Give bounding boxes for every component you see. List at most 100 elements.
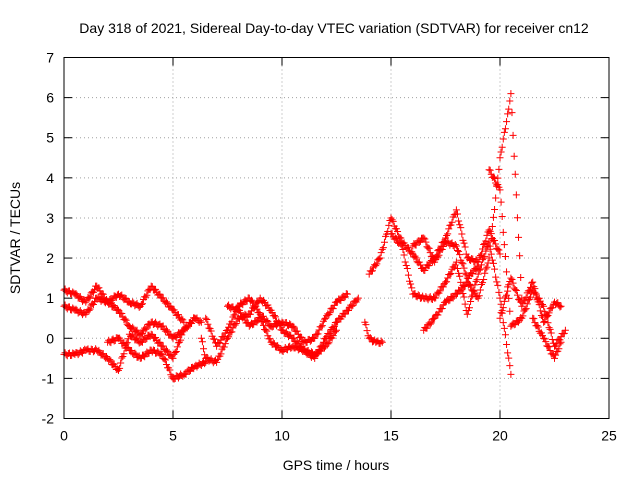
data-point <box>467 298 475 306</box>
y-tick-label: 3 <box>46 210 54 226</box>
data-point <box>503 268 511 276</box>
data-point <box>182 370 190 378</box>
data-point <box>270 312 278 320</box>
data-point <box>404 271 412 279</box>
data-point <box>411 252 419 260</box>
data-point <box>424 244 432 252</box>
data-point <box>400 251 408 259</box>
data-point <box>178 331 186 339</box>
data-point <box>483 263 491 271</box>
data-point <box>481 252 489 260</box>
data-point <box>85 306 93 314</box>
data-point <box>496 314 504 322</box>
data-point <box>451 241 459 249</box>
data-point <box>491 265 499 273</box>
axis-ticks <box>63 57 610 419</box>
data-point <box>231 321 239 329</box>
series-arc-f <box>202 290 351 350</box>
data-point <box>494 245 502 253</box>
data-point <box>401 258 409 266</box>
data-point <box>95 284 103 292</box>
data-point <box>253 318 261 326</box>
data-point <box>137 300 145 308</box>
x-tick-label: 10 <box>274 428 290 444</box>
data-point <box>498 213 506 221</box>
data-point <box>500 324 508 332</box>
data-point <box>551 354 558 362</box>
data-point <box>545 324 553 332</box>
data-point <box>297 333 305 341</box>
data-point <box>456 221 464 229</box>
data-point <box>174 311 182 319</box>
data-point <box>448 218 456 226</box>
data-point <box>353 296 361 304</box>
data-point <box>249 321 257 329</box>
data-point <box>465 304 473 312</box>
y-tick-label: 0 <box>46 330 54 346</box>
data-point <box>547 329 555 337</box>
data-point <box>207 327 215 335</box>
data-point <box>85 294 93 302</box>
data-point <box>290 323 298 331</box>
data-point <box>237 309 245 317</box>
data-point <box>450 211 458 219</box>
data-point <box>476 286 484 294</box>
data-point <box>503 118 511 126</box>
data-point <box>86 293 94 301</box>
data-point <box>344 307 352 315</box>
data-point <box>532 290 540 298</box>
x-tick-label: 0 <box>60 428 68 444</box>
data-point <box>204 320 212 328</box>
data-point <box>363 327 371 335</box>
data-point <box>443 278 451 286</box>
data-point <box>333 326 340 334</box>
data-point <box>183 324 191 332</box>
data-point <box>530 315 538 323</box>
y-axis-title: SDTVAR / TECUs <box>7 182 23 294</box>
data-point <box>557 302 565 310</box>
data-point <box>434 311 442 319</box>
data-point <box>534 323 542 331</box>
data-point <box>191 314 199 322</box>
series-arc-i <box>365 206 504 278</box>
data-point <box>508 276 516 284</box>
data-point <box>263 317 271 325</box>
data-point <box>106 299 114 307</box>
data-point <box>362 321 370 329</box>
data-point <box>557 338 565 346</box>
data-point <box>373 260 381 268</box>
data-point <box>425 244 433 252</box>
data-point <box>438 305 446 313</box>
data-point <box>500 297 508 305</box>
data-point <box>535 301 543 309</box>
data-point <box>497 148 505 156</box>
series-arc-h <box>361 318 386 347</box>
data-point <box>512 191 520 199</box>
data-point <box>496 250 504 258</box>
data-point <box>446 271 454 279</box>
data-point <box>463 310 471 318</box>
data-point <box>426 249 434 257</box>
series-arc-j <box>387 230 515 378</box>
data-point <box>86 305 94 313</box>
data-point <box>438 245 446 253</box>
data-point <box>471 281 479 289</box>
data-point <box>455 247 463 255</box>
data-point <box>435 251 443 259</box>
data-point <box>120 339 128 347</box>
data-point <box>527 283 535 291</box>
data-point <box>142 335 150 343</box>
data-point <box>473 276 481 284</box>
data-point <box>485 226 493 234</box>
data-point <box>485 254 493 262</box>
data-point <box>159 322 167 330</box>
data-point <box>293 327 301 335</box>
data-point <box>321 344 329 352</box>
data-point <box>157 350 165 358</box>
data-point <box>203 315 211 323</box>
data-point <box>121 315 129 323</box>
y-tick-labels: -2 -1 0 1 2 3 4 5 6 7 <box>42 50 55 427</box>
data-point <box>496 154 504 162</box>
data-point <box>494 281 502 289</box>
data-point <box>421 235 429 243</box>
